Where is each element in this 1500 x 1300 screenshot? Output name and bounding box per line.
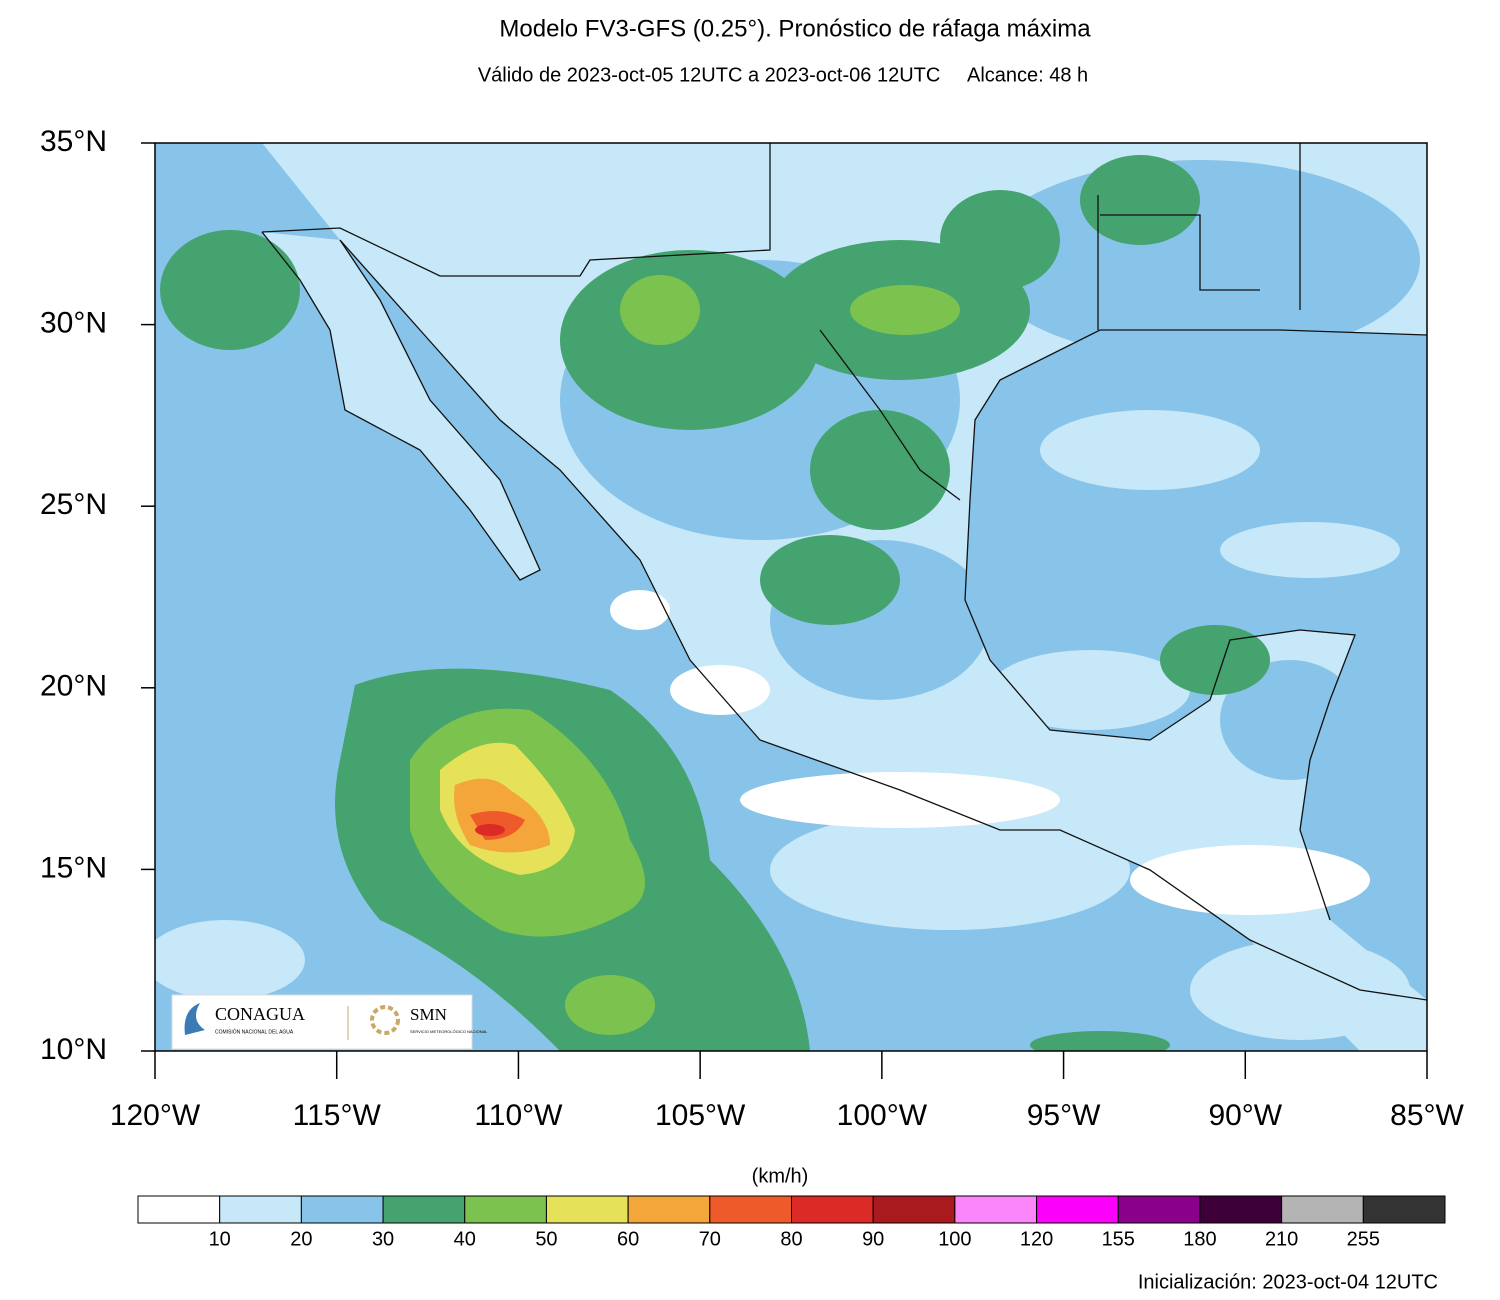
colorbar-box [1036, 1195, 1119, 1224]
colorbar-box [1199, 1195, 1283, 1224]
colorbar-box [709, 1195, 792, 1224]
colorbar-label: 180 [1183, 1228, 1216, 1250]
colorbar-box [1117, 1195, 1201, 1224]
colorbar-box [382, 1195, 466, 1224]
lat-tick-label: 10°N [40, 1033, 107, 1066]
colorbar-box [791, 1195, 874, 1224]
lon-tick-label: 100°W [837, 1099, 928, 1132]
colorbar-label: 100 [938, 1228, 971, 1250]
logo-box: CONAGUA COMISIÓN NACIONAL DEL AGUA SMN S… [171, 994, 488, 1050]
colorbar-label: 120 [1020, 1228, 1053, 1250]
colorbar-box [872, 1195, 956, 1224]
logo-smn: SMN [410, 1005, 447, 1024]
light-wind-areas [155, 410, 1410, 1040]
storm-core [410, 275, 960, 1035]
colorbar-label: 255 [1347, 1228, 1380, 1250]
lat-tick-label: 35°N [40, 125, 107, 158]
colorbar-label: 10 [209, 1228, 231, 1250]
subtitle: Válido de 2023-oct-05 12UTC a 2023-oct-0… [478, 64, 1088, 86]
colorbar-box [1362, 1195, 1446, 1224]
lon-tick-label: 90°W [1208, 1099, 1282, 1132]
lon-tick-label: 110°W [474, 1099, 563, 1132]
colorbar-label: 40 [454, 1228, 476, 1250]
colorbar-label: 90 [862, 1228, 884, 1250]
colorbar-label: 20 [290, 1228, 312, 1250]
colorbar-label: 210 [1265, 1228, 1298, 1250]
coastlines [261, 143, 1427, 1001]
colorbar-label: 60 [617, 1228, 639, 1250]
colorbar-label: 50 [535, 1228, 557, 1250]
logo-conagua-sub: COMISIÓN NACIONAL DEL AGUA [215, 1028, 294, 1035]
colorbar-box [545, 1195, 629, 1224]
colorbar-box [1281, 1195, 1364, 1224]
lon-tick-label: 85°W [1390, 1099, 1464, 1132]
lat-tick-label: 20°N [40, 670, 107, 703]
colorbar-box [627, 1195, 711, 1224]
baja-field [262, 232, 540, 580]
colorbar-box [137, 1195, 221, 1224]
title: Modelo FV3-GFS (0.25°). Pronóstico de rá… [499, 15, 1091, 42]
lon-tick-label: 115°W [293, 1099, 382, 1132]
footer: Inicialización: 2023-oct-04 12UTC [1138, 1271, 1438, 1293]
colorbar-label: 155 [1102, 1228, 1135, 1250]
colorbar-box [300, 1195, 384, 1224]
colorbar-label: 80 [780, 1228, 802, 1250]
colorbar-box [954, 1195, 1038, 1224]
logo-conagua: CONAGUA [215, 1004, 305, 1024]
lat-tick-label: 30°N [40, 307, 107, 340]
lat-tick-label: 15°N [40, 851, 107, 884]
colorbar-label: 30 [372, 1228, 394, 1250]
lon-tick-label: 95°W [1027, 1099, 1101, 1132]
lon-tick-label: 105°W [655, 1099, 746, 1132]
colorbar-box [464, 1195, 547, 1224]
map-frame [154, 142, 1428, 1052]
logo-smn-sub: SERVICIO METEOROLÓGICO NACIONAL [410, 1029, 488, 1034]
lon-tick-label: 120°W [110, 1099, 201, 1132]
lat-tick-label: 25°N [40, 488, 107, 521]
colorbar-unit: (km/h) [752, 1165, 809, 1187]
map-field [155, 143, 1427, 1051]
colorbar-box [219, 1195, 302, 1224]
colorbar-label: 70 [699, 1228, 721, 1250]
